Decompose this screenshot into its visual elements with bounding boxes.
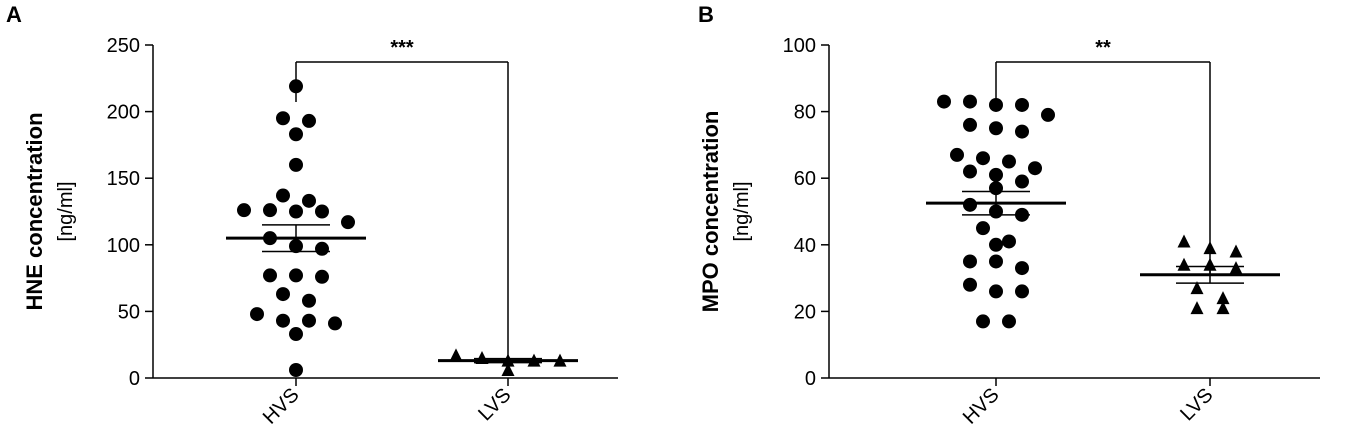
data-point [989,284,1003,299]
significance-label: ** [1095,37,1111,59]
data-point [449,348,463,362]
x-tick-label: HVS [959,384,1004,429]
data-point [1229,244,1243,258]
data-point [1015,261,1029,276]
data-point [1041,107,1055,122]
data-point [289,157,303,172]
data-point [289,127,303,142]
data-point [989,121,1003,136]
x-tick-label: HVS [259,384,304,429]
data-point [289,204,303,219]
data-point [250,307,264,322]
data-point [289,268,303,283]
data-point [276,111,290,126]
y-tick-label: 100 [107,235,140,257]
data-point [1216,291,1230,305]
y-axis-unit: [ng/ml] [55,181,77,241]
data-point [1015,174,1029,189]
data-point [501,363,515,377]
data-point [1216,301,1230,315]
data-point [315,269,329,284]
y-tick-label: 100 [783,35,816,57]
data-point [963,117,977,132]
data-point [963,197,977,212]
data-point [950,147,964,162]
data-point [1203,241,1217,255]
y-axis-label: MPO concentration [698,111,723,313]
y-axis-label: HNE concentration [22,112,47,310]
data-point [237,203,251,218]
data-point [302,313,316,328]
data-point [289,327,303,342]
y-tick-label: 80 [794,102,816,124]
data-point [937,94,951,109]
y-axis-unit: [ng/ml] [731,181,753,241]
y-tick-label: 250 [107,35,140,57]
y-tick-label: 40 [794,235,816,257]
data-point [976,151,990,166]
hne-chart: 0 50 100 150 200 250 HVS LVS HNE concentration [n… [22,35,618,429]
data-point [1015,97,1029,112]
data-point [1028,161,1042,176]
panel-letter: B [698,2,714,27]
mpo-chart: 0 20 40 60 80 100 HVS LVS MPO concentration [ng/m… [698,35,1320,429]
data-point [976,314,990,329]
data-point [276,188,290,203]
data-point [1002,234,1016,249]
data-point [328,316,342,331]
x-tick-label: LVS [1176,384,1217,425]
data-point [1015,284,1029,299]
data-point [315,241,329,256]
x-tick-label: LVS [474,384,515,425]
data-point [1190,281,1204,295]
data-point [1177,257,1191,271]
data-point [289,363,303,378]
significance-label: *** [390,37,414,59]
data-point [1229,261,1243,275]
y-tick-label: 150 [107,168,140,190]
data-point [963,94,977,109]
data-point [263,268,277,283]
data-point [989,237,1003,252]
data-point [1015,124,1029,139]
data-point [289,79,303,94]
data-point [1002,314,1016,329]
y-tick-label: 50 [118,301,140,323]
data-point [302,113,316,128]
data-point [1203,257,1217,271]
y-tick-label: 0 [129,368,140,390]
data-point [1002,154,1016,169]
data-point [989,97,1003,112]
data-point [276,287,290,302]
y-tick-label: 60 [794,168,816,190]
y-tick-label: 0 [805,368,816,390]
data-point [276,313,290,328]
data-point [963,164,977,179]
data-point [963,277,977,292]
data-point [263,203,277,218]
y-tick-label: 200 [107,102,140,124]
panel-b: B 0 20 40 60 80 100 HVS LVS MPO concentration [ng… [676,0,1352,440]
panel-a: A 0 50 100 150 200 250 HVS LVS HNE concentration… [6,2,618,429]
data-point [976,221,990,236]
panel-letter: A [6,2,22,27]
y-tick-label: 20 [794,301,816,323]
data-point [989,254,1003,269]
data-point [302,193,316,208]
data-point [341,215,355,230]
data-point [1190,301,1204,315]
data-point [963,254,977,269]
data-point [1177,234,1191,248]
data-point [302,293,316,308]
data-point [315,204,329,219]
data-point [989,167,1003,182]
